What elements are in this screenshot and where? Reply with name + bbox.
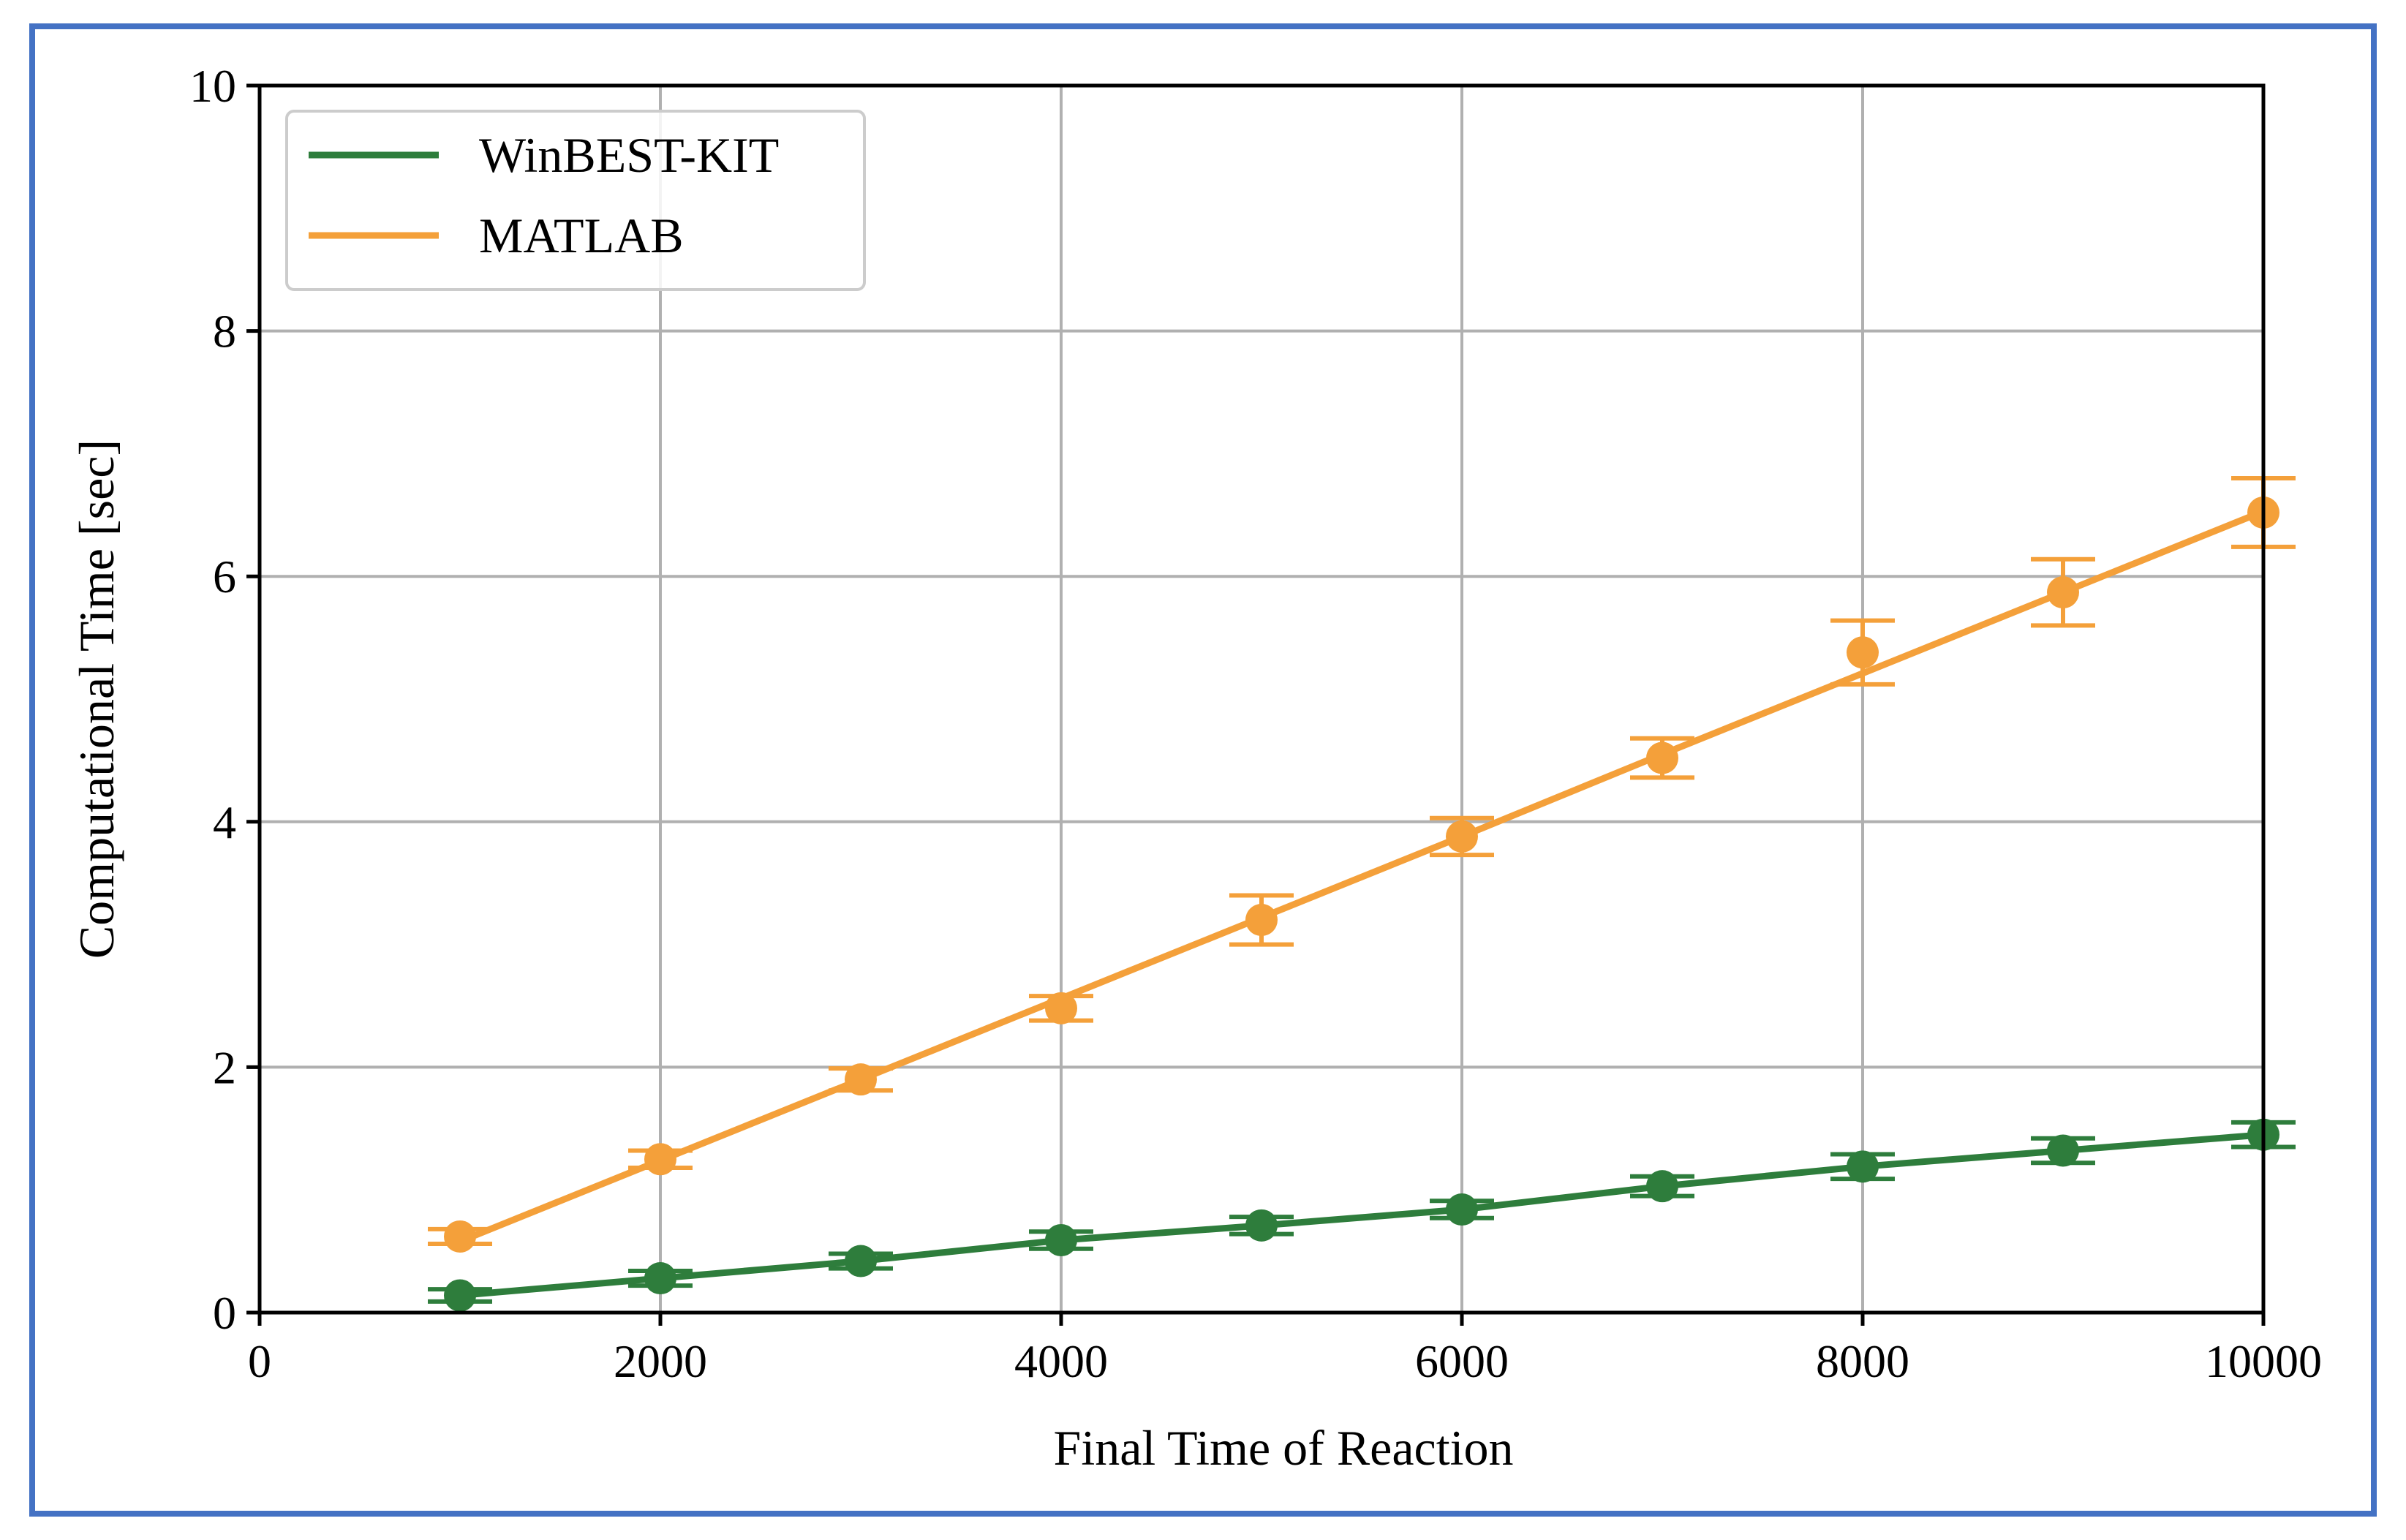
axis-ticks: 0 2000 4000 6000 8000 10000 0 2 4 6 8 10 (189, 60, 2322, 1387)
y-tick-label-1: 2 (213, 1041, 236, 1093)
data-point-matlab-8 (2047, 576, 2079, 609)
y-tick-label-5: 10 (189, 60, 236, 112)
data-point-matlab-7 (1847, 636, 1879, 669)
data-point-matlab-0 (444, 1220, 476, 1253)
x-tick-label-4: 8000 (1816, 1335, 1909, 1387)
plot-border (257, 83, 2266, 1315)
data-point-winbest-kit-3 (1045, 1223, 1077, 1256)
data-point-winbest-kit-6 (1646, 1170, 1678, 1203)
series-line-winbest-kit (459, 1131, 2264, 1299)
data-point-winbest-kit-0 (444, 1279, 476, 1312)
data-point-winbest-kit-1 (644, 1262, 676, 1295)
x-axis-label: Final Time of Reaction (1054, 1420, 1514, 1476)
x-tick-label-2: 4000 (1014, 1335, 1108, 1387)
data-point-winbest-kit-8 (2047, 1134, 2079, 1167)
series-line-matlab (459, 508, 2265, 1245)
legend-label-winbest-kit: WinBEST-KIT (479, 127, 779, 183)
legend-label-matlab: MATLAB (479, 208, 684, 263)
x-tick-label-3: 6000 (1415, 1335, 1509, 1387)
data-point-matlab-4 (1245, 904, 1278, 937)
y-axis-label: Computational Time [sec] (69, 439, 124, 959)
y-tick-label-2: 4 (213, 796, 236, 848)
y-tick-label-3: 6 (213, 551, 236, 603)
y-tick-label-4: 8 (213, 306, 236, 358)
data-point-winbest-kit-7 (1847, 1150, 1879, 1183)
data-point-matlab-2 (845, 1063, 877, 1096)
data-point-winbest-kit-4 (1245, 1209, 1278, 1242)
x-tick-label-5: 10000 (2205, 1335, 2322, 1387)
legend: WinBEST-KIT MATLAB (285, 110, 866, 291)
data-point-matlab-5 (1446, 820, 1478, 853)
data-point-matlab-3 (1045, 992, 1077, 1024)
data-point-matlab-6 (1646, 741, 1678, 774)
series-layer (428, 475, 2296, 1312)
data-point-matlab-1 (644, 1143, 676, 1176)
x-tick-label-1: 2000 (614, 1335, 707, 1387)
data-point-winbest-kit-2 (845, 1245, 877, 1277)
data-point-winbest-kit-5 (1446, 1193, 1478, 1226)
x-tick-label-0: 0 (248, 1335, 271, 1387)
y-tick-label-0: 0 (213, 1287, 236, 1339)
